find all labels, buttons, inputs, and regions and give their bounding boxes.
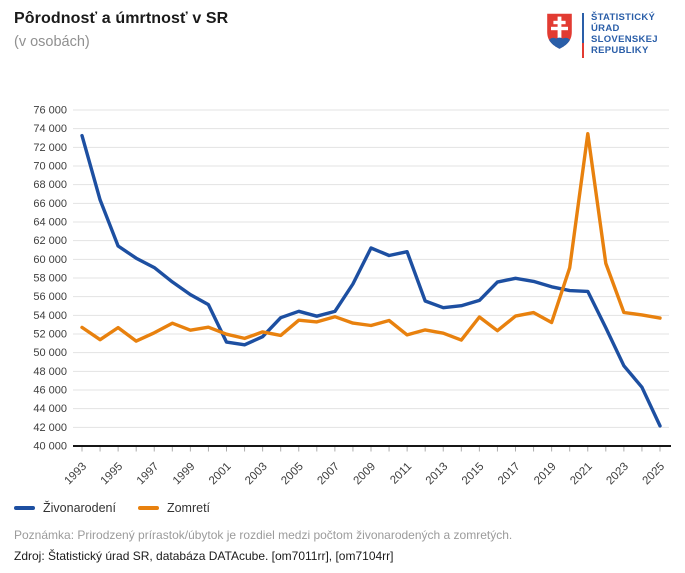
svg-text:56 000: 56 000 [33,291,67,303]
note-text: Poznámka: Prirodzený prírastok/úbytok je… [14,528,513,542]
svg-text:2017: 2017 [496,461,523,488]
svg-text:2019: 2019 [532,461,559,488]
svg-text:1999: 1999 [171,461,198,488]
svg-text:64 000: 64 000 [33,217,67,229]
svg-text:66 000: 66 000 [33,198,67,210]
logo-org-name-line: SLOVENSKEJ [591,34,658,45]
births-legend-swatch-icon [14,505,35,511]
source-text: Zdroj: Štatistický úrad SR, databáza DAT… [14,549,394,563]
svg-text:46 000: 46 000 [33,385,67,397]
svg-text:44 000: 44 000 [33,403,67,415]
svg-text:1997: 1997 [135,461,162,488]
births-legend-label: Živonarodení [43,501,116,515]
logo-org-name: ŠTATISTICKÝ ÚRAD SLOVENSKEJ REPUBLIKY [591,12,658,56]
svg-text:2003: 2003 [243,461,270,488]
svg-text:1993: 1993 [63,461,90,488]
svg-text:2013: 2013 [424,461,451,488]
svg-text:74 000: 74 000 [33,123,67,135]
logo-org-name-line: REPUBLIKY [591,45,649,56]
chart-title: Pôrodnosť a úmrtnosť v SR [14,10,229,27]
y-axis-labels: 40 000 42 000 44 000 46 000 48 000 50 000 52 0… [33,105,67,453]
x-axis-labels: 1993 1995 1997 1999 2001 2003 2005 2007 2009 2011… [63,461,668,488]
statistical-office-logo: ŠTATISTICKÝ ÚRAD SLOVENSKEJ REPUBLIKY [544,10,674,60]
svg-text:2001: 2001 [207,461,234,488]
chart-subtitle: (v osobách) [14,34,90,50]
logo-org-name-line: ŠTATISTICKÝ [591,12,656,23]
svg-text:48 000: 48 000 [33,366,67,378]
deaths-legend-label: Zomretí [166,501,211,515]
logo-divider [582,13,584,58]
svg-text:52 000: 52 000 [33,329,67,341]
svg-text:1995: 1995 [99,461,126,488]
svg-text:50 000: 50 000 [33,347,67,359]
slovak-coat-of-arms-icon [547,13,572,49]
svg-text:2023: 2023 [604,461,631,488]
gridlines [73,109,669,447]
deaths-legend-swatch-icon [137,505,159,511]
svg-text:58 000: 58 000 [33,273,67,285]
svg-text:62 000: 62 000 [33,235,67,247]
svg-text:54 000: 54 000 [33,310,67,322]
svg-text:42 000: 42 000 [33,422,67,434]
svg-text:60 000: 60 000 [33,254,67,266]
svg-text:2011: 2011 [388,461,414,487]
legend: Živonarodení Zomretí [14,501,210,515]
svg-text:2025: 2025 [641,461,668,488]
births-series-line [80,133,662,428]
svg-text:2007: 2007 [315,461,342,488]
logo-org-name-line: ÚRAD [591,23,620,34]
svg-text:2009: 2009 [352,461,379,488]
svg-text:40 000: 40 000 [33,441,67,453]
svg-text:2015: 2015 [460,461,487,488]
births-deaths-line-chart: 40 000 42 000 44 000 46 000 48 000 50 000 52 0… [33,105,671,488]
legend-item-births: Živonarodení [14,501,116,515]
legend-item-deaths: Zomretí [137,501,211,515]
svg-text:2005: 2005 [279,461,306,488]
svg-text:2021: 2021 [568,461,595,488]
svg-text:70 000: 70 000 [33,161,67,173]
svg-text:76 000: 76 000 [33,105,67,117]
svg-text:68 000: 68 000 [33,179,67,191]
deaths-series-line [80,131,662,343]
svg-text:72 000: 72 000 [33,142,67,154]
x-axis-ticks [81,447,661,452]
